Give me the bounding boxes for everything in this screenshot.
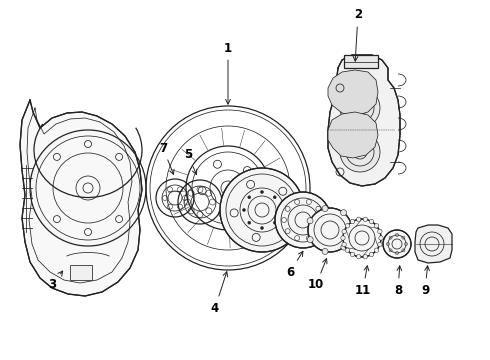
Circle shape [345,248,350,252]
Circle shape [248,196,251,199]
Circle shape [363,255,368,259]
Circle shape [369,219,374,224]
Circle shape [322,206,328,212]
Circle shape [340,88,380,128]
Circle shape [343,219,381,257]
Circle shape [342,229,346,234]
Circle shape [322,248,328,255]
Circle shape [363,217,368,221]
Polygon shape [328,55,400,186]
Circle shape [374,224,379,228]
Circle shape [350,219,355,224]
Circle shape [378,242,382,247]
Circle shape [248,221,251,224]
Circle shape [243,208,245,211]
Text: 2: 2 [353,9,362,61]
Circle shape [220,168,304,252]
Text: 5: 5 [184,148,197,175]
Circle shape [357,217,361,221]
Polygon shape [415,225,452,263]
Text: 7: 7 [159,141,174,174]
Circle shape [357,255,361,259]
Circle shape [342,242,346,247]
Circle shape [307,218,313,224]
Polygon shape [20,100,142,296]
Circle shape [278,208,281,211]
Circle shape [349,227,355,233]
Circle shape [275,192,331,248]
Circle shape [340,132,380,172]
Circle shape [374,248,379,252]
Text: 10: 10 [308,258,327,292]
Circle shape [383,230,411,258]
Circle shape [307,237,313,243]
Text: 1: 1 [224,41,232,104]
Circle shape [369,252,374,257]
Circle shape [345,224,350,228]
Text: 4: 4 [211,272,227,315]
Circle shape [308,208,352,252]
Text: 6: 6 [286,251,303,279]
Polygon shape [70,265,92,280]
Circle shape [273,221,276,224]
Polygon shape [344,55,378,68]
Text: 3: 3 [48,271,63,292]
Circle shape [341,236,345,240]
Circle shape [350,252,355,257]
Circle shape [341,244,347,250]
Circle shape [261,190,264,194]
Circle shape [341,210,346,216]
Circle shape [273,196,276,199]
Polygon shape [328,70,378,116]
Circle shape [379,236,383,240]
Text: 9: 9 [421,266,429,297]
Circle shape [261,226,264,230]
Text: 11: 11 [355,266,371,297]
Text: 8: 8 [394,266,402,297]
Circle shape [378,229,382,234]
Polygon shape [328,112,378,158]
